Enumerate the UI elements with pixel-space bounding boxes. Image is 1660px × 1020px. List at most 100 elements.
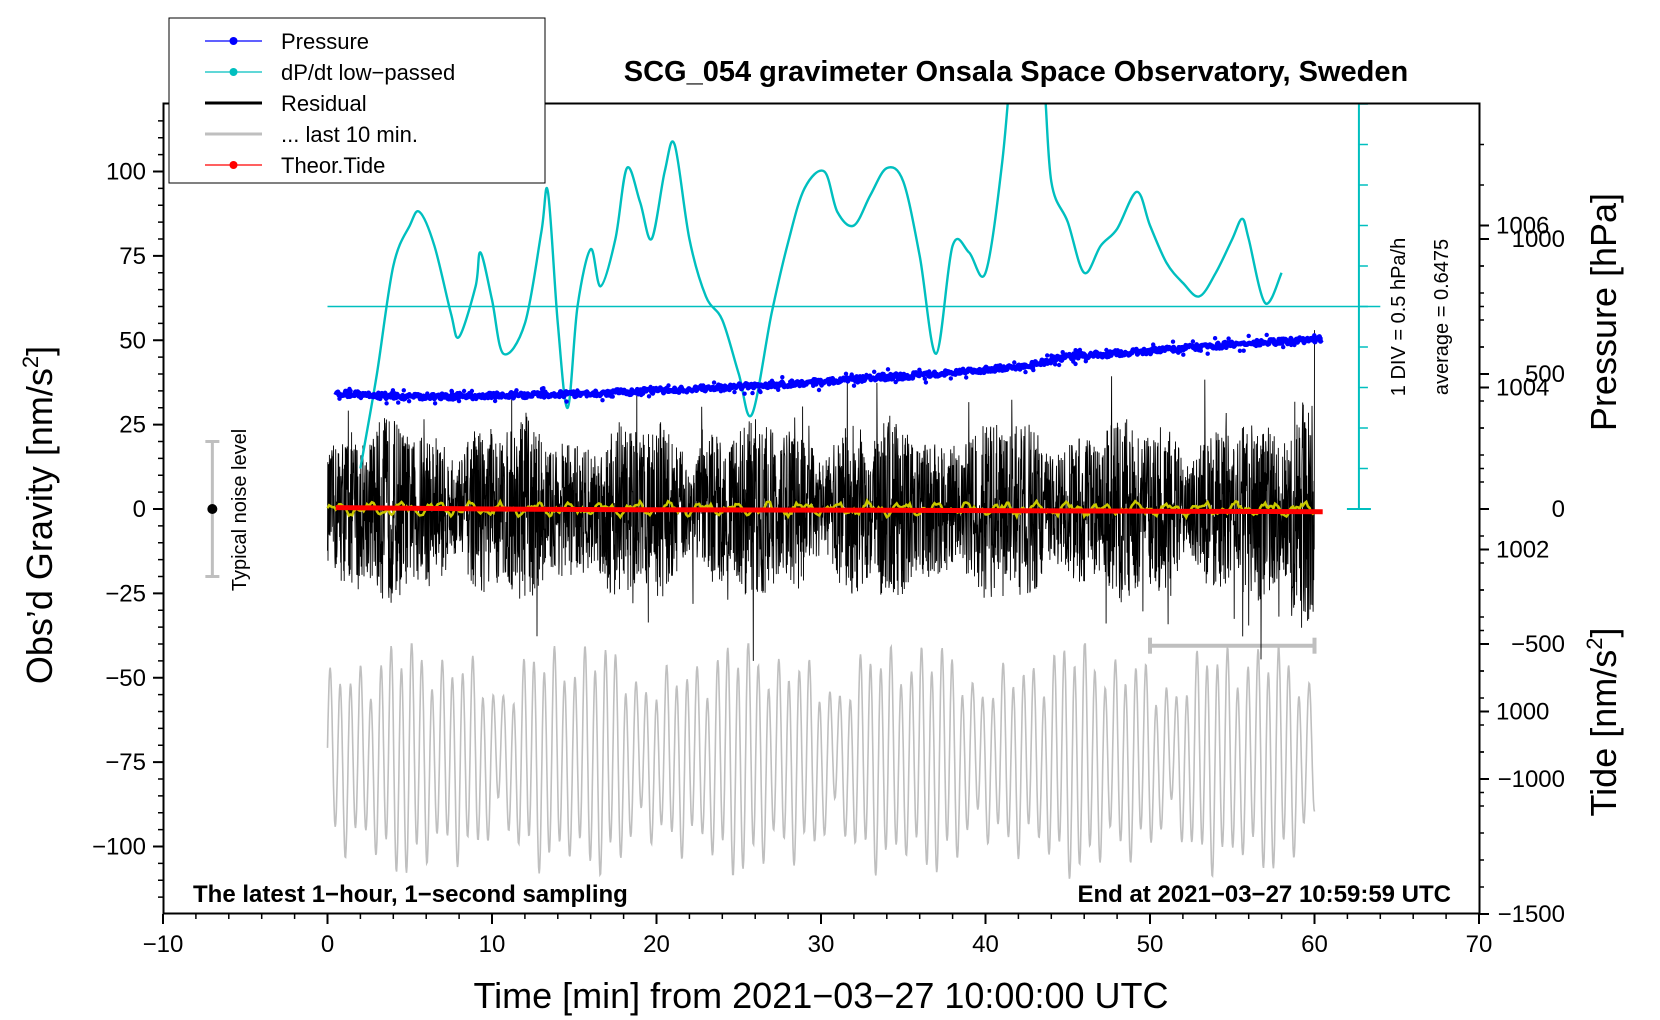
pressure-point [843,371,849,376]
pressure-point [1060,350,1065,355]
dpdt-lowpassed-series [327,103,1381,469]
pressure-point [964,375,969,380]
pressure-point [860,374,866,379]
pressure-point [1023,369,1028,375]
pressure-point [1056,362,1062,368]
pressure-point [923,380,929,385]
pressure-point [492,398,498,404]
tide-axis-ticks: −1500 −1000 −500 0 500 1000 [1479,226,1565,928]
pressure-point [1101,354,1107,359]
pressure-point [461,388,467,394]
y-tick-label: −50 [105,665,146,692]
pressure-point [718,389,724,394]
pressure-point [575,388,580,393]
sampling-note: The latest 1−hour, 1−second sampling [193,881,628,908]
y-tick-label: −25 [105,580,146,607]
pressure-point [432,401,438,406]
pressure-point [522,391,527,396]
pressure-point [1036,362,1041,367]
pressure-point [1228,343,1233,349]
pressure-point [956,368,962,373]
tide-tick-label: 500 [1525,361,1565,388]
pressure-point [881,371,886,377]
pressure-point [602,391,607,396]
pressure-point [337,396,342,401]
pressure-point [646,394,652,399]
pressure-point [1212,336,1218,341]
last-10-min-series [326,637,1317,879]
pressure-point [569,389,575,394]
legend-label: ... last 10 min. [281,122,418,147]
legend-box [168,17,546,184]
pressure-point [769,378,775,383]
pressure-point [1190,339,1196,344]
pressure-point [457,390,462,396]
residual-line [327,330,1315,661]
pressure-point [609,394,614,399]
pressure-point [648,384,653,390]
y-axis-label-close: ] [19,346,60,356]
pressure-point [851,383,857,388]
pressure-point [1318,337,1323,343]
pressure-point [600,398,605,403]
pressure-point [885,367,891,372]
pressure-tick-label: 1002 [1496,537,1549,564]
pressure-point [376,396,381,401]
dpdt-scale-label: 1 DIV = 0.5 hPa/h [1388,238,1410,396]
pressure-point [358,395,364,401]
pressure-point [751,383,757,389]
tide-tick-label: 1000 [1512,226,1565,253]
pressure-point [666,383,671,388]
pressure-point [703,388,708,394]
pressure-point [1030,365,1036,370]
pressure-point [1262,339,1267,345]
pressure-point [425,391,430,396]
x-tick-label: −10 [143,931,184,958]
pressure-line [333,334,1325,402]
pressure-point [514,388,519,393]
pressure-point [893,379,898,385]
pressure-point [606,389,611,394]
pressure-point [1215,340,1221,345]
dpdt-average-label: average = 0.6475 [1431,239,1453,395]
pressure-point [564,399,569,404]
pressure-point [1176,350,1181,355]
pressure-point [1279,339,1284,344]
pressure-point [819,383,824,388]
legend-marker [229,37,238,45]
pressure-point [816,387,822,393]
pressure-point [347,386,352,392]
pressure-point [917,367,922,372]
pressure-point [927,369,932,374]
pressure-point [750,390,755,396]
pressure-point [1183,342,1188,348]
noise-bar-center [207,504,218,514]
pressure-point [677,386,682,391]
pressure-point [811,383,816,388]
pressure-point [930,371,936,376]
y-axis-label: Obs’d Gravity [nm/s2] [18,346,60,684]
x-tick-label: 60 [1301,931,1328,958]
pressure-point [539,386,545,391]
pressure-point [1083,359,1089,364]
chart-title: SCG_054 gravimeter Onsala Space Observat… [624,56,1408,88]
pressure-axis-ticks: 1000 1002 1004 1006 [1479,143,1549,794]
pressure-point [449,388,454,394]
pressure-point [406,392,411,398]
noise-label: Typical noise level [229,429,251,591]
pressure-point [864,372,869,378]
y-axis-label-base: Obs’d Gravity [nm/s [19,368,60,684]
pressure-point [384,401,389,406]
pressure-point [396,400,401,405]
pressure-point [1310,337,1315,342]
pressure-point [1198,348,1204,353]
x-tick-label: 0 [321,931,334,958]
pressure-point [495,393,500,398]
pressure-point [1022,365,1027,370]
pressure-point [546,394,552,400]
y-tick-label: 50 [119,327,146,354]
pressure-point [788,379,793,384]
pressure-point [1246,333,1251,339]
y-tick-label: −75 [105,749,146,776]
pressure-tick-label: 1006 [1496,213,1549,240]
